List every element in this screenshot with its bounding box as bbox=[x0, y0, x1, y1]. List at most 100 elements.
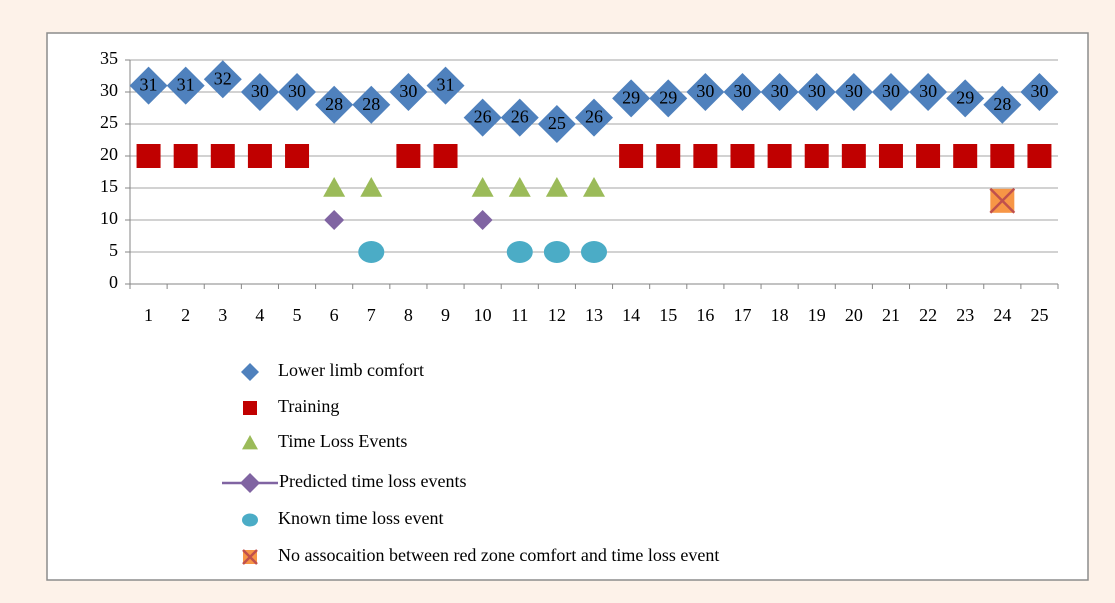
x-tick-label: 6 bbox=[330, 305, 339, 325]
diamond-marker bbox=[983, 85, 1022, 124]
data-label: 30 bbox=[251, 81, 269, 101]
triangle-marker bbox=[508, 177, 531, 197]
data-label: 30 bbox=[288, 81, 306, 101]
x-tick-label: 17 bbox=[733, 305, 751, 325]
marker-cross bbox=[989, 187, 1016, 214]
data-label: 30 bbox=[845, 81, 863, 101]
square-marker bbox=[433, 144, 458, 168]
diamond-marker bbox=[649, 79, 688, 118]
diamond-marker bbox=[946, 79, 985, 118]
diamond-marker bbox=[463, 98, 502, 137]
square-marker bbox=[247, 144, 272, 168]
square-marker bbox=[136, 144, 161, 168]
data-label: 30 bbox=[1030, 81, 1048, 101]
diamond-marker bbox=[760, 73, 799, 111]
data-label: 31 bbox=[177, 75, 195, 95]
data-label: 26 bbox=[511, 107, 529, 127]
legend-label: Known time loss event bbox=[278, 508, 443, 528]
data-label: 30 bbox=[771, 81, 789, 101]
y-tick-label: 0 bbox=[109, 272, 118, 292]
triangle-marker bbox=[583, 177, 605, 197]
x-tick-label: 19 bbox=[808, 305, 826, 325]
triangle-marker bbox=[471, 177, 494, 197]
diamond-marker bbox=[389, 73, 428, 111]
square-marker bbox=[730, 144, 755, 168]
square-marker bbox=[656, 144, 681, 168]
triangle-marker bbox=[323, 177, 346, 197]
y-tick-label: 20 bbox=[100, 144, 118, 164]
x-tick-label: 23 bbox=[956, 305, 974, 325]
square-marker bbox=[767, 144, 792, 168]
x-tick-label: 9 bbox=[441, 305, 450, 325]
square-marker bbox=[210, 144, 235, 168]
x-square-marker bbox=[242, 549, 258, 565]
x-tick-label: 20 bbox=[845, 305, 863, 325]
diamond-marker bbox=[324, 210, 345, 230]
legend-label: Lower limb comfort bbox=[278, 360, 424, 380]
square-marker bbox=[243, 401, 257, 415]
square-marker bbox=[841, 144, 866, 168]
square-marker bbox=[878, 144, 903, 168]
diamond-marker bbox=[240, 473, 260, 493]
x-tick-label: 8 bbox=[404, 305, 413, 325]
y-tick-label: 5 bbox=[109, 240, 118, 260]
diamond-marker bbox=[426, 66, 465, 105]
y-tick-label: 10 bbox=[100, 208, 118, 228]
x-tick-label: 3 bbox=[218, 305, 227, 325]
x-tick-label: 15 bbox=[659, 305, 677, 325]
data-label: 28 bbox=[993, 94, 1011, 114]
data-label: 29 bbox=[659, 88, 677, 108]
square-marker bbox=[916, 144, 941, 168]
x-tick-label: 1 bbox=[144, 305, 153, 325]
data-label: 29 bbox=[622, 88, 640, 108]
circle-marker bbox=[242, 513, 258, 527]
x-square-marker bbox=[989, 187, 1016, 214]
x-tick-label: 10 bbox=[474, 305, 492, 325]
x-tick-label: 13 bbox=[585, 305, 603, 325]
y-tick-label: 35 bbox=[100, 48, 118, 68]
diamond-marker bbox=[278, 73, 317, 111]
legend-label: Predicted time loss events bbox=[279, 471, 466, 491]
data-label: 30 bbox=[919, 81, 937, 101]
x-tick-label: 24 bbox=[993, 305, 1011, 325]
diamond-marker bbox=[472, 210, 493, 230]
marker-cross bbox=[242, 549, 258, 565]
diamond-marker bbox=[871, 73, 910, 111]
diamond-marker bbox=[166, 66, 205, 105]
legend-label: Training bbox=[278, 396, 339, 416]
x-tick-label: 5 bbox=[293, 305, 302, 325]
diamond-marker bbox=[241, 363, 259, 381]
triangle-marker bbox=[545, 177, 568, 197]
data-label: 30 bbox=[399, 81, 417, 101]
data-label: 30 bbox=[882, 81, 900, 101]
square-marker bbox=[804, 144, 829, 168]
y-tick-label: 30 bbox=[100, 80, 118, 100]
triangle-marker bbox=[360, 177, 383, 197]
data-label: 31 bbox=[437, 75, 455, 95]
diamond-marker bbox=[203, 60, 242, 99]
data-label: 26 bbox=[474, 107, 492, 127]
x-tick-label: 4 bbox=[255, 305, 264, 325]
data-label: 28 bbox=[325, 94, 343, 114]
data-label: 30 bbox=[808, 81, 826, 101]
circle-marker bbox=[581, 241, 607, 263]
diamond-marker bbox=[315, 85, 354, 124]
x-tick-label: 14 bbox=[622, 305, 640, 325]
diamond-marker bbox=[537, 105, 576, 143]
y-tick-label: 25 bbox=[100, 112, 118, 132]
data-label: 28 bbox=[362, 94, 380, 114]
data-label: 25 bbox=[548, 113, 566, 133]
data-label: 32 bbox=[214, 68, 232, 88]
square-marker bbox=[990, 144, 1015, 168]
data-label: 30 bbox=[696, 81, 714, 101]
diamond-marker bbox=[352, 85, 391, 124]
square-marker bbox=[1027, 144, 1052, 168]
diamond-marker bbox=[834, 73, 873, 111]
diamond-marker bbox=[723, 73, 762, 111]
diamond-marker bbox=[612, 79, 651, 118]
data-label: 31 bbox=[140, 75, 158, 95]
diamond-marker bbox=[500, 98, 539, 137]
square-marker bbox=[619, 144, 644, 168]
x-tick-label: 21 bbox=[882, 305, 900, 325]
